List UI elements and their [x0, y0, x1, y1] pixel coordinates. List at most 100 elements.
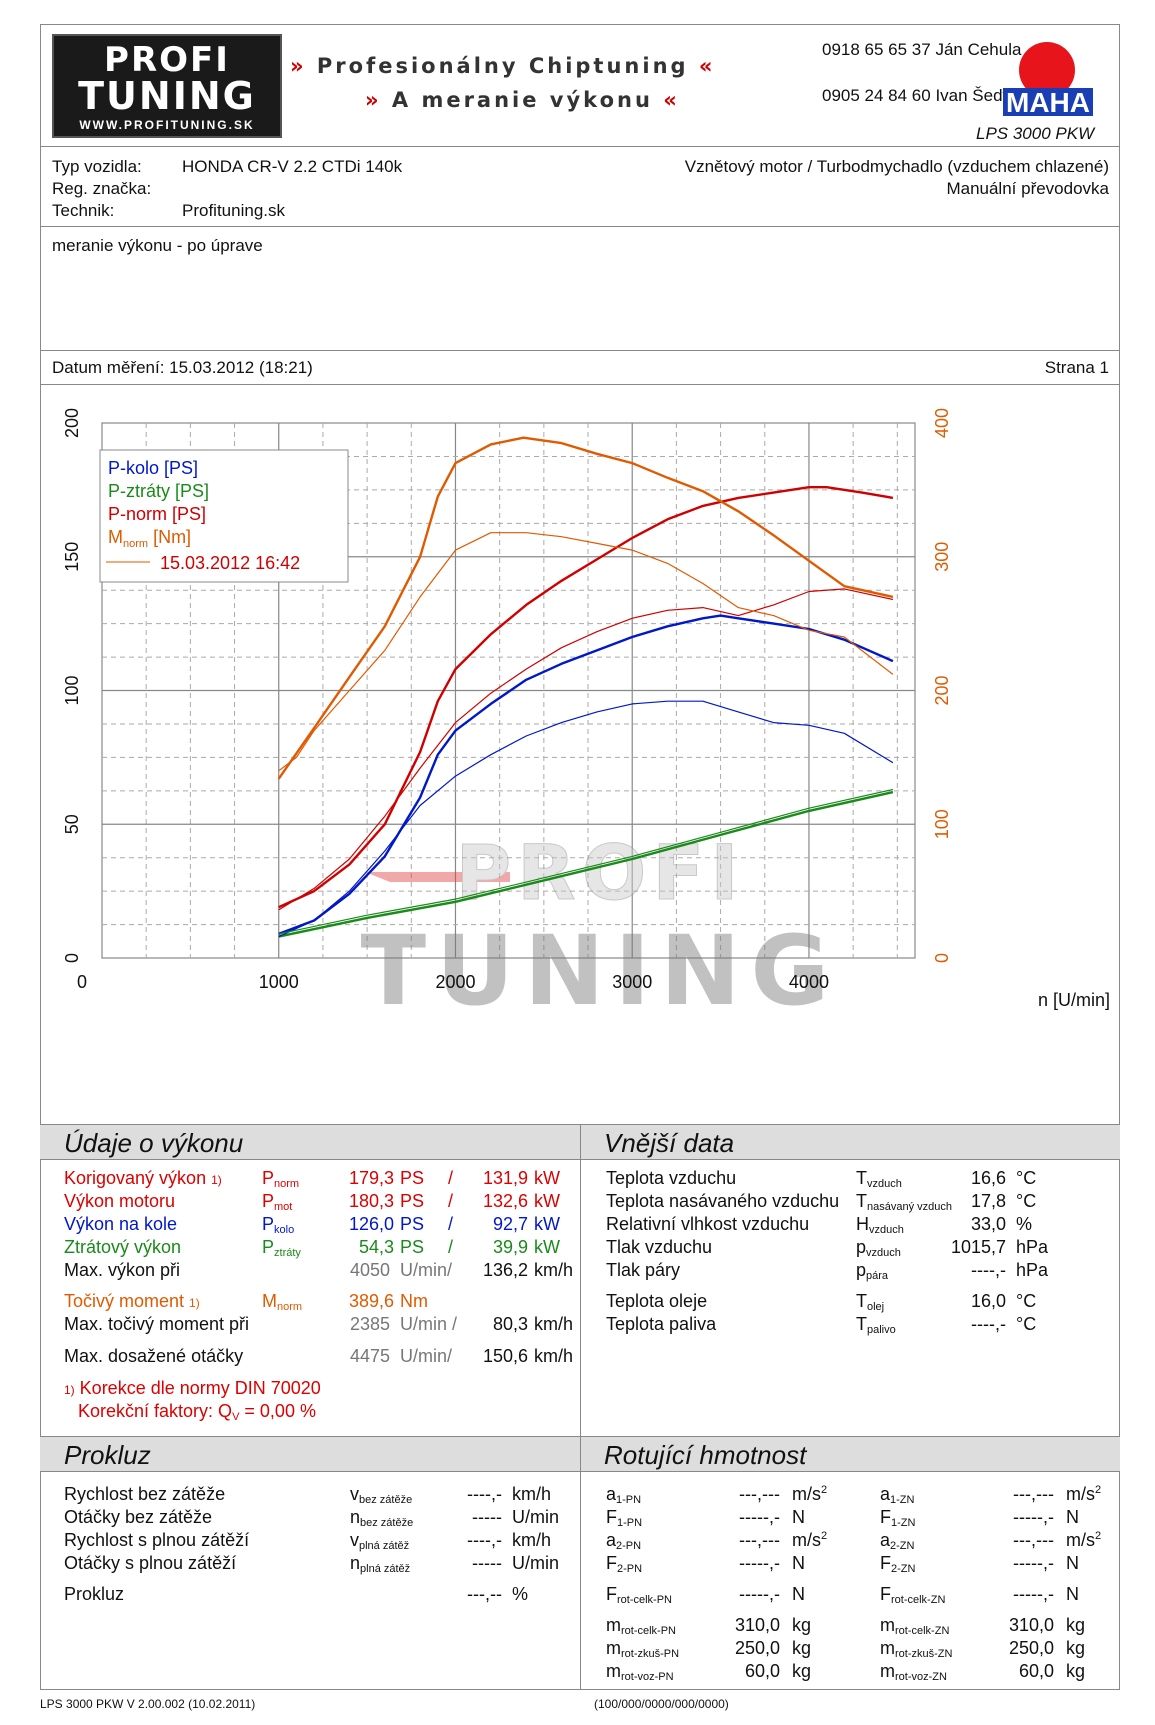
x-tick-label: 4000 — [789, 972, 829, 992]
perf-value-ps: 179,3 — [348, 1168, 394, 1188]
slogan-line-1: » Profesionálny Chiptuning « — [290, 54, 716, 78]
rot-symbol-pn: mrot-zkuš-PN — [606, 1638, 680, 1660]
external-title: Vnější data — [604, 1128, 735, 1158]
slip-unit: U/min — [512, 1553, 560, 1573]
ext-value: ----,- — [971, 1260, 1006, 1280]
ext-symbol: ppára — [856, 1260, 889, 1282]
rot-unit-pn: N — [792, 1507, 805, 1527]
ext-unit: % — [1016, 1214, 1033, 1234]
slip-value: ----- — [472, 1507, 502, 1527]
ext-symbol: pvzduch — [856, 1237, 901, 1259]
gearbox-type: Manuální převodovka — [946, 179, 1109, 198]
rot-value-pn: ---,--- — [739, 1484, 780, 1504]
slip-total-value: ---,-- — [467, 1584, 502, 1604]
correction-factor: Korekční faktory: QV = 0,00 % — [78, 1401, 316, 1423]
perf-value-ps: 54,3 — [358, 1237, 394, 1257]
rot-value-zn: 310,0 — [1008, 1615, 1054, 1635]
technician-value: Profituning.sk — [182, 201, 285, 220]
slip-symbol: nbez zátěže — [350, 1507, 414, 1529]
x-tick-label: 2000 — [435, 972, 475, 992]
max-rpm-speed: 150,6 — [482, 1346, 528, 1366]
perf-unit-ps: PS — [400, 1191, 425, 1211]
x-tick-label: 0 — [77, 972, 87, 992]
ext-value: 1015,7 — [950, 1237, 1006, 1257]
series-line-reference — [278, 588, 894, 911]
rot-unit-pn: m/s2 — [792, 1530, 828, 1550]
y-left-tick-label: 150 — [62, 542, 82, 572]
rot-unit-zn: m/s2 — [1066, 1484, 1102, 1504]
y-left-tick-label: 50 — [62, 814, 82, 834]
rotating-title: Rotující hmotnost — [604, 1440, 807, 1470]
series-line-current — [277, 436, 894, 780]
rot-symbol-pn: a1-PN — [606, 1484, 642, 1506]
max-power-rpm-unit: U/min/ — [400, 1260, 453, 1280]
legend-p-norm: P-norm [PS] — [108, 504, 206, 524]
measurement-date: Datum měření: 15.03.2012 (18:21) — [52, 358, 313, 377]
y-right-tick-label: 0 — [932, 953, 952, 963]
ext-symbol: Tpalivo — [856, 1314, 896, 1336]
rot-unit-pn: kg — [792, 1661, 812, 1681]
rot-symbol-zn: a1-ZN — [880, 1484, 915, 1506]
phone-2: 0905 24 84 60 Ivan Šedý — [822, 86, 1012, 105]
maha-logo: MAHA — [1003, 42, 1093, 118]
perf-unit-kw: kW — [534, 1214, 560, 1234]
rot-value-zn: ---,--- — [1013, 1530, 1054, 1550]
rot-value-pn: ---,--- — [739, 1530, 780, 1550]
perf-value-kw: 92,7 — [492, 1214, 528, 1234]
perf-label: Ztrátový výkon — [64, 1237, 182, 1257]
max-power-rpm: 4050 — [349, 1260, 390, 1280]
rot-symbol-pn: F2-PN — [606, 1553, 643, 1575]
rot-unit-zn: kg — [1066, 1615, 1086, 1635]
ext-label: Relativní vlhkost vzduchu — [606, 1214, 810, 1234]
measurement-note: meranie výkonu - po úprave — [52, 236, 263, 255]
perf-sep: / — [448, 1191, 454, 1211]
slip-label: Rychlost bez zátěže — [64, 1484, 226, 1504]
rot-value-pn: -----,- — [739, 1584, 780, 1604]
rot-unit-zn: m/s2 — [1066, 1530, 1102, 1550]
rot-symbol-pn: mrot-celk-PN — [606, 1615, 677, 1637]
perf-sep: / — [448, 1168, 454, 1188]
rot-value-pn: 310,0 — [734, 1615, 780, 1635]
perf-sep: / — [448, 1237, 454, 1257]
torque-unit: Nm — [400, 1291, 428, 1311]
ext-unit: hPa — [1016, 1260, 1049, 1280]
max-rpm-label: Max. dosažené otáčky — [64, 1346, 244, 1366]
software-version: LPS 3000 PKW V 2.00.002 (10.02.2011) — [40, 1697, 256, 1711]
max-torque-label: Max. točivý moment při — [64, 1314, 250, 1334]
chart-legend: P-kolo [PS] P-ztráty [PS] P-norm [PS] Mn… — [99, 449, 349, 583]
ext-symbol: Tolej — [856, 1291, 885, 1313]
ext-value: 17,8 — [970, 1191, 1006, 1211]
slip-unit: U/min — [512, 1507, 560, 1527]
perf-unit-ps: PS — [400, 1237, 425, 1257]
chart-series — [277, 436, 894, 938]
slip-total-unit: % — [512, 1584, 529, 1604]
rot-unit-zn: N — [1066, 1553, 1079, 1573]
perf-unit-ps: PS — [400, 1214, 425, 1234]
ext-symbol: Tvzduch — [856, 1168, 902, 1190]
ext-label: Tlak vzduchu — [606, 1237, 713, 1257]
rot-unit-pn: kg — [792, 1638, 812, 1658]
rot-symbol-pn: a2-PN — [606, 1530, 642, 1552]
y-left-tick-label: 0 — [62, 953, 82, 963]
ext-value: 33,0 — [970, 1214, 1006, 1234]
y-left-tick-label: 200 — [62, 408, 82, 438]
vehicle-type-label: Typ vozidla: — [52, 157, 142, 176]
y-right-tick-label: 400 — [932, 408, 952, 438]
perf-value-kw: 132,6 — [482, 1191, 528, 1211]
svg-text:TUNING: TUNING — [361, 915, 840, 1027]
slip-total-label: Prokluz — [64, 1584, 125, 1604]
x-tick-label: 1000 — [259, 972, 299, 992]
rot-unit-zn: N — [1066, 1584, 1079, 1604]
ext-value: 16,0 — [970, 1291, 1006, 1311]
perf-value-kw: 39,9 — [492, 1237, 528, 1257]
norm-note: 1) Korekce dle normy DIN 70020 — [64, 1378, 321, 1398]
rot-symbol-zn: F1-ZN — [880, 1507, 916, 1529]
ext-value: 16,6 — [970, 1168, 1006, 1188]
max-torque-speed: 80,3 — [492, 1314, 528, 1334]
max-torque-rpm-unit: U/min / — [400, 1314, 458, 1334]
series-line-reference — [278, 532, 894, 772]
perf-symbol: Pkolo — [262, 1214, 295, 1236]
ext-label: Teplota nasávaného vzduchu — [606, 1191, 840, 1211]
perf-symbol: Pmot — [262, 1191, 293, 1213]
max-power-speed: 136,2 — [482, 1260, 528, 1280]
